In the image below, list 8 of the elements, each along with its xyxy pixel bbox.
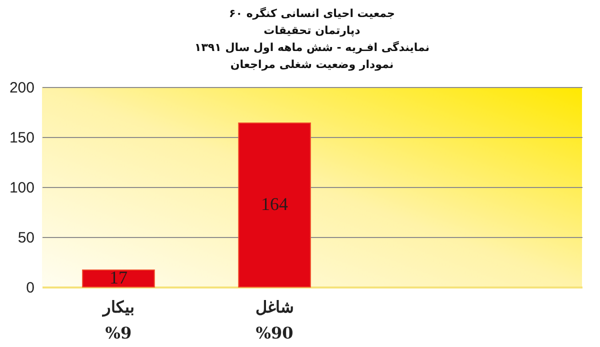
y-tick-label: 100 [9,180,34,196]
y-tick-label: 150 [9,130,34,146]
y-tick-label: 50 [18,230,34,246]
data-label: 164 [261,194,288,214]
chart-title: جمعیت احیای انسانی کنگره ۶۰ دپارتمان تحقیقات نمایندگی افـریه - شش ماهه اول سال ۱۳۹۱ نمودار وضعیت شغلی مراجعان [194,7,430,71]
y-tick-label: 0 [26,280,34,296]
data-label: 17 [109,268,128,288]
y-tick-label: 200 [9,80,34,96]
